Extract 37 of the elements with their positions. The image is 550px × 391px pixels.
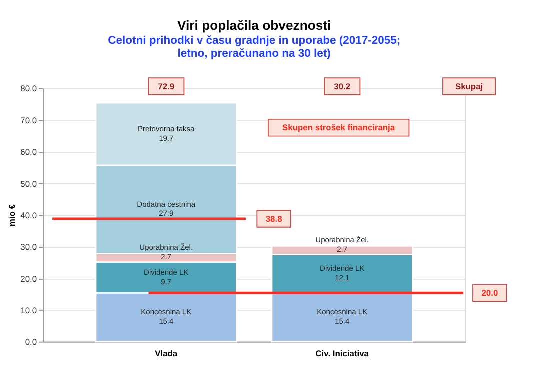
y-tick-label: 30.0 bbox=[20, 242, 38, 252]
text: Koncesnina LK bbox=[317, 308, 368, 317]
x-tick-label: Vlada bbox=[155, 348, 178, 358]
y-tick-label: 60.0 bbox=[20, 147, 38, 158]
y-axis-title: mio € bbox=[7, 204, 17, 227]
text: Uporabnina Žel. bbox=[316, 235, 370, 244]
series-label: Uporabnina Žel. bbox=[140, 243, 194, 252]
annotation: 72.9 bbox=[158, 81, 175, 92]
data-label: 12.1 bbox=[335, 273, 350, 282]
annotation: Skupaj bbox=[455, 81, 484, 92]
data-label: 2.7 bbox=[337, 244, 348, 254]
y-tick-label: 40.0 bbox=[20, 210, 38, 220]
text: Dividende LK bbox=[320, 264, 365, 274]
data-label: 27.9 bbox=[159, 209, 174, 218]
data-label: 19.7 bbox=[159, 134, 174, 143]
data-label: 15.4 bbox=[159, 317, 174, 326]
series-label: Koncesnina LK bbox=[141, 308, 192, 317]
data-label: 2.7 bbox=[161, 252, 172, 262]
y-tick-label: 50.0 bbox=[20, 178, 38, 189]
y-tick-label: 80.0 bbox=[20, 84, 38, 94]
chart-subtitle: Celotni prihodki v času gradnje in uporabe (2017-2055; letno, preračunano na 30 let) bbox=[108, 34, 401, 60]
y-tick-label: 70.0 bbox=[20, 115, 38, 126]
annotation: Skupen strošek financiranja bbox=[282, 122, 396, 133]
data-label: 9.7 bbox=[161, 277, 172, 286]
y-tick-label: 10.0 bbox=[20, 305, 38, 316]
series-label: Pretovorna taksa bbox=[138, 124, 196, 134]
series-label: Dividende LK bbox=[144, 268, 189, 277]
ref-line-label: 38.8 bbox=[266, 214, 283, 224]
annotation: 30.2 bbox=[334, 81, 351, 92]
series-label: Dodatna cestnina bbox=[137, 200, 196, 209]
data-label: 15.4 bbox=[335, 317, 350, 326]
text: 20.0 bbox=[482, 288, 498, 298]
x-tick-label: Civ. Iniciativa bbox=[316, 348, 370, 358]
chart-title: Viri poplačila obveznosti bbox=[178, 18, 332, 33]
bar bbox=[271, 292, 414, 343]
y-tick-label: 0.0 bbox=[25, 337, 38, 348]
y-tick-label: 20.0 bbox=[20, 274, 38, 284]
